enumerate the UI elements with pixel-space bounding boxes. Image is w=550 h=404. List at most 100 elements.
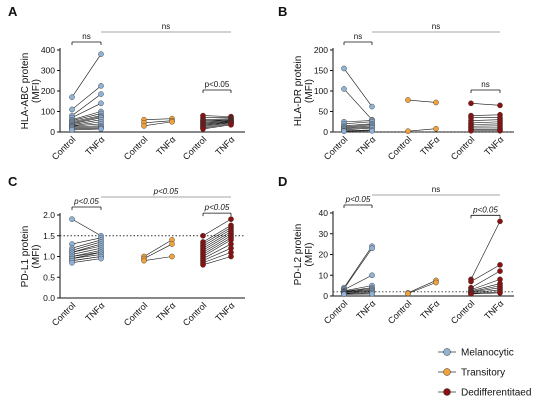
y-axis-title-line: (MFI) — [31, 245, 42, 269]
point-dedifferentiated-tnf — [497, 290, 503, 296]
panel-letter: D — [278, 174, 287, 189]
point-dedifferentiated-tnf — [497, 218, 503, 225]
legend-marker-dedifferentiated — [443, 388, 451, 396]
point-melanocytic-tnf — [369, 272, 375, 279]
pair-line — [71, 111, 102, 120]
pair-line — [343, 246, 373, 288]
panel-c: CPD-L1 protein(MFI)0.00.51.01.52.0Contro… — [8, 174, 245, 328]
legend: Melanocytic Transitory Dedifferentitaed — [438, 348, 531, 399]
point-dedifferentiated-control — [200, 261, 206, 268]
pair-line — [470, 279, 501, 291]
pair-line — [343, 292, 373, 295]
pair-line — [470, 114, 501, 116]
pair-line — [470, 285, 501, 293]
pair-line — [407, 282, 437, 294]
significance-label: p<0.05 — [153, 187, 179, 196]
point-transitory-tnf — [169, 118, 175, 125]
pair-line — [71, 53, 102, 98]
y-tick-label: 30 — [319, 229, 329, 239]
pair-line — [343, 121, 373, 125]
pair-line — [202, 121, 232, 127]
pair-line — [71, 115, 102, 123]
pair-line — [71, 237, 102, 245]
pair-line — [407, 99, 437, 103]
pair-line — [71, 85, 102, 110]
point-melanocytic-tnf — [369, 127, 375, 134]
pair-line — [71, 121, 102, 127]
pair-line — [202, 247, 232, 261]
pair-line — [343, 125, 373, 129]
y-tick-label: 1.5 — [43, 231, 55, 241]
point-transitory-tnf — [433, 99, 439, 106]
point-melanocytic-tnf — [98, 126, 104, 132]
pair-line — [71, 123, 102, 127]
pair-line — [470, 103, 501, 106]
point-dedifferentiated-tnf — [497, 127, 503, 134]
pair-line — [71, 252, 102, 259]
pair-line — [470, 123, 501, 125]
pair-line — [71, 127, 102, 130]
x-category-label: TNFα — [418, 134, 441, 157]
pair-line — [202, 119, 232, 123]
pair-line — [202, 115, 232, 117]
point-dedifferentiated-control — [200, 232, 206, 239]
pair-line — [343, 120, 373, 123]
panel-letter: C — [8, 174, 18, 189]
pair-line — [202, 121, 232, 125]
pair-line — [470, 283, 501, 292]
point-melanocytic-control — [69, 94, 75, 100]
panel-letter: A — [8, 4, 18, 19]
pair-line — [143, 121, 173, 127]
pair-line — [407, 280, 437, 294]
significance-label: p<0.05 — [205, 80, 230, 89]
point-dedifferentiated-tnf — [497, 268, 503, 274]
pair-line — [71, 126, 102, 129]
legend-label-transitory: Transitory — [461, 368, 505, 379]
x-category-label: Control — [122, 300, 150, 328]
pair-line — [343, 127, 373, 131]
pair-line — [71, 117, 102, 125]
y-axis-title-line: (MFI) — [304, 243, 315, 267]
point-melanocytic-control — [341, 65, 347, 72]
pair-line — [202, 227, 232, 245]
pair-line — [71, 119, 102, 126]
panel-letter: B — [278, 4, 287, 19]
x-category-label: TNFα — [482, 134, 505, 157]
pair-line — [202, 124, 232, 130]
pair-line — [202, 218, 232, 237]
point-dedifferentiated-control — [468, 278, 474, 285]
y-tick-label: 20 — [319, 250, 329, 260]
point-transitory-control — [141, 123, 147, 129]
pair-line — [71, 249, 102, 257]
point-dedifferentiated-control — [200, 126, 206, 132]
y-tick-label: 0 — [323, 127, 328, 137]
y-axis-title-line: PD-L1 protein — [20, 226, 31, 288]
pair-line — [470, 264, 501, 282]
x-category-label: Control — [386, 134, 414, 162]
y-tick-label: 10 — [319, 270, 329, 280]
pair-line — [343, 291, 373, 294]
significance-label: ns — [432, 22, 440, 31]
significance-label: ns — [354, 32, 362, 41]
point-dedifferentiated-tnf — [497, 102, 503, 109]
significance-label: ns — [162, 22, 170, 31]
pair-line — [470, 119, 501, 121]
pair-line — [71, 247, 102, 255]
point-transitory-tnf — [169, 253, 175, 260]
significance-label: ns — [82, 32, 90, 41]
pair-line — [202, 225, 232, 243]
y-axis-title-line: (MFI) — [304, 79, 315, 103]
pair-line — [202, 237, 232, 255]
pair-line — [202, 256, 232, 266]
pair-line — [407, 128, 437, 132]
x-category-label: Control — [50, 134, 78, 162]
x-category-label: TNFα — [354, 298, 377, 321]
y-tick-label: 0.5 — [43, 272, 55, 282]
pair-line — [71, 218, 102, 237]
point-dedifferentiated-control — [468, 291, 474, 297]
pair-line — [202, 231, 232, 249]
pair-line — [143, 118, 173, 120]
